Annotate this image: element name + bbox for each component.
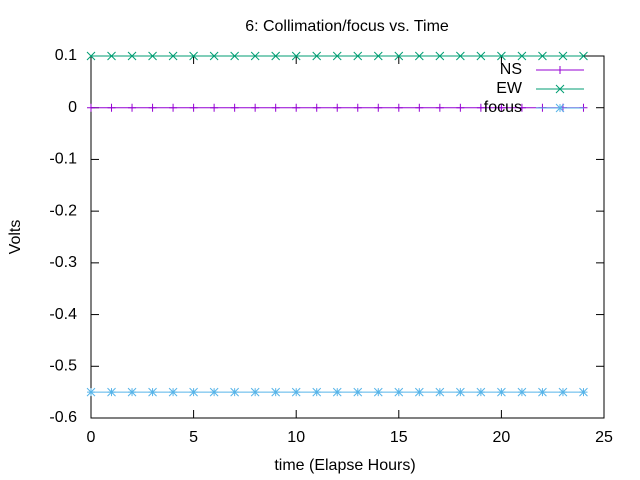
point-marker (558, 51, 568, 61)
plot-frame (90, 55, 605, 419)
point-marker (538, 51, 547, 61)
x-tick-label: 5 (189, 429, 198, 446)
point-marker (291, 387, 301, 397)
y-tick-label: -0.1 (49, 151, 77, 168)
point-marker (209, 51, 219, 61)
y-tick-label: -0.2 (49, 202, 77, 219)
point-marker (291, 51, 301, 61)
y-tick-label: -0.5 (49, 358, 77, 375)
point-marker (373, 387, 383, 397)
point-marker (168, 387, 178, 397)
point-marker (517, 103, 526, 112)
legend-label: EW (496, 80, 523, 97)
point-marker (127, 387, 137, 397)
point-marker (456, 387, 465, 397)
legend-label: NS (500, 61, 522, 78)
point-marker (107, 103, 116, 112)
point-marker (332, 51, 342, 61)
point-marker (374, 103, 383, 112)
point-marker (271, 387, 281, 397)
y-tick-label: -0.6 (49, 409, 77, 426)
point-marker (435, 387, 445, 397)
point-marker (517, 387, 527, 397)
point-marker (251, 103, 260, 112)
x-tick-label: 20 (493, 429, 511, 446)
point-marker (210, 103, 219, 112)
point-marker (579, 387, 588, 397)
point-marker (250, 387, 260, 397)
point-marker (497, 103, 506, 112)
point-marker (394, 51, 404, 61)
point-marker (87, 103, 95, 112)
point-marker (230, 103, 239, 112)
y-tick-label: -0.3 (49, 254, 77, 271)
point-marker (333, 103, 342, 112)
point-marker (271, 103, 280, 112)
point-marker (107, 387, 116, 397)
y-tick-label: 0 (68, 99, 77, 116)
point-marker (169, 103, 178, 112)
point-marker (394, 103, 403, 112)
point-marker (517, 51, 527, 61)
x-axis-label: time (Elapse Hours) (274, 457, 415, 474)
point-marker (209, 387, 219, 397)
point-marker (497, 387, 506, 397)
point-marker (312, 387, 322, 397)
y-tick-label: -0.4 (49, 306, 77, 323)
y-tick-label: 0.1 (55, 47, 77, 64)
point-marker (86, 51, 96, 61)
point-marker (230, 387, 239, 397)
x-tick-label: 10 (287, 429, 305, 446)
x-tick-label: 25 (595, 429, 613, 446)
point-marker (312, 103, 321, 112)
point-marker (456, 103, 465, 112)
point-marker (168, 51, 178, 61)
point-marker (312, 51, 322, 61)
point-marker (353, 103, 362, 112)
point-marker (558, 387, 568, 397)
point-marker (292, 103, 301, 112)
point-marker (332, 387, 342, 397)
point-marker (189, 51, 198, 61)
point-marker (414, 51, 424, 61)
y-axis-label: Volts (7, 220, 24, 255)
point-marker (148, 387, 157, 397)
point-marker (415, 103, 424, 112)
point-marker (435, 51, 445, 61)
point-marker (435, 103, 444, 112)
point-marker (555, 103, 565, 113)
point-marker (538, 387, 547, 397)
point-marker (555, 84, 565, 94)
point-marker (394, 387, 404, 397)
point-marker (414, 387, 424, 397)
point-marker (497, 51, 506, 61)
point-marker (148, 103, 157, 112)
x-tick-label: 15 (390, 429, 408, 446)
point-marker (127, 51, 137, 61)
point-marker (107, 51, 116, 61)
point-marker (373, 51, 383, 61)
point-marker (353, 51, 363, 61)
chart-title: 6: Collimation/focus vs. Time (245, 18, 449, 35)
point-marker (189, 103, 198, 112)
point-marker (86, 387, 96, 397)
point-marker (189, 387, 198, 397)
point-marker (476, 103, 485, 112)
x-tick-label: 0 (87, 429, 96, 446)
point-marker (250, 51, 260, 61)
point-marker (556, 66, 564, 74)
point-marker (353, 387, 363, 397)
point-marker (128, 103, 137, 112)
point-marker (230, 51, 239, 61)
point-marker (579, 51, 588, 61)
legend-label: focus (484, 99, 522, 116)
point-marker (476, 387, 486, 397)
point-marker (476, 51, 486, 61)
point-marker (148, 51, 157, 61)
point-marker (456, 51, 465, 61)
point-marker (271, 51, 281, 61)
